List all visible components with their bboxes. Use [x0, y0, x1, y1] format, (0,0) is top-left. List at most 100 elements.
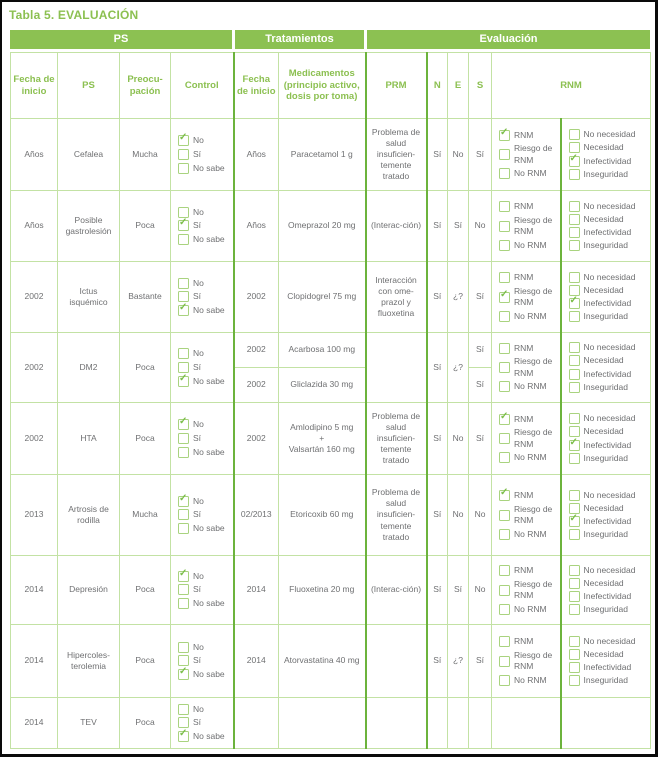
checkbox-list: ✓ RNM Riesgo de RNM No RNM [499, 487, 559, 540]
checkbox-option: RNM [499, 565, 559, 577]
checkbox-unchecked [499, 239, 510, 251]
checkbox-unchecked [178, 509, 189, 521]
checkbox-option: No RNM [499, 452, 559, 464]
cell-rnm-type: No necesidad Necesidad ✓ Inefectividad Inseg… [559, 474, 652, 556]
checkbox-option: No sabe [178, 523, 232, 535]
checkbox-option: No sabe [178, 598, 232, 610]
cell-rnm-status: RNM ✓ Riesgo de RNM No RNM [491, 261, 562, 333]
check-icon: ✓ [179, 728, 188, 740]
group-header-ps: PS [10, 30, 232, 49]
checkbox-unchecked [568, 311, 580, 323]
checkbox-option: No necesidad [568, 635, 650, 647]
cell-ps: Artrosis de rodilla [57, 474, 120, 556]
checkbox-option: ✓ No sabe [178, 728, 232, 743]
checkbox-list: RNM Riesgo de RNM No RNM [499, 636, 559, 686]
cell-e: No [447, 402, 469, 475]
checkbox-option: Necesidad [568, 426, 650, 438]
checkbox-unchecked [568, 227, 580, 239]
checkbox-label: RNM [514, 413, 534, 424]
checkbox-unchecked [568, 381, 580, 393]
checkbox-option: Sí [178, 509, 232, 521]
checkbox-list: No necesidad Necesidad Inefectividad Insegu… [568, 564, 650, 616]
checkbox-list: No necesidad Necesidad Inefectividad Insegu… [568, 201, 650, 252]
checkbox-unchecked [499, 168, 510, 180]
checkbox-unchecked [499, 342, 510, 354]
cell-n: Sí [426, 332, 448, 403]
checkbox-option: No [178, 642, 232, 653]
checkbox-unchecked [568, 452, 580, 464]
checkbox-option: Sí [178, 291, 232, 303]
cell-prm: (Interac-ción) [365, 555, 428, 625]
cell-rnm-status: RNM Riesgo de RNM No RNM [491, 624, 562, 698]
checkbox-unchecked [499, 220, 510, 232]
checkbox-label: Necesidad [583, 502, 624, 513]
checkbox-option: Necesidad [568, 502, 650, 514]
cell-rnm-type: No necesidad Necesidad Inefectividad Insegu… [559, 332, 652, 403]
checkbox-label: Sí [193, 717, 202, 728]
checkbox-option: Necesidad [568, 649, 650, 660]
checkbox-option: No necesidad [568, 489, 650, 501]
checkbox-option: No [178, 348, 232, 360]
cell-preocupacion: Bastante [119, 261, 171, 333]
cell-fecha-inicio-tratamiento: Años [233, 190, 279, 262]
checkbox-label: No RNM [514, 310, 547, 321]
checkbox-unchecked [568, 662, 580, 674]
checkbox-option: No [178, 278, 232, 289]
checkbox-label: Necesidad [583, 577, 624, 588]
cell-control: No Sí ✓ No sabe [170, 332, 235, 403]
cell-s: Sí [468, 402, 492, 475]
cell-rnm-type: No necesidad Necesidad ✓ Inefectividad Inseg… [559, 118, 652, 191]
cell-preocupacion: Poca [119, 332, 171, 403]
cell-rnm-status: ✓ RNM Riesgo de RNM No RNM [491, 402, 562, 475]
checkbox-option: No necesidad [568, 342, 650, 354]
col-header-e: E [447, 52, 469, 119]
checkbox-label: No [193, 703, 204, 714]
check-icon: ✓ [179, 567, 188, 579]
checkbox-option: ✓ RNM [499, 127, 559, 141]
checkbox-label: No necesidad [583, 489, 636, 500]
checkbox-list: ✓ No Sí No sabe [178, 493, 232, 535]
checkbox-unchecked [568, 564, 580, 576]
checkbox-unchecked [568, 129, 580, 141]
checkbox-option: Riesgo de RNM [499, 504, 559, 526]
checkbox-option: Necesidad [568, 355, 650, 367]
checkbox-label: Inefectividad [583, 439, 632, 450]
cell-rnm-status: RNM Riesgo de RNM No RNM [491, 555, 562, 625]
checkbox-unchecked [568, 168, 580, 180]
checkbox-label: Necesidad [583, 355, 624, 366]
checkbox-option: Riesgo de RNM [499, 215, 559, 237]
cell-fecha-inicio-ps: Años [10, 118, 58, 191]
checkbox-option: No sabe [178, 447, 232, 458]
checkbox-option: No necesidad [568, 564, 650, 576]
cell-fecha-inicio-ps: 2002 [10, 402, 58, 475]
cell-e: No [447, 118, 469, 191]
checkbox-option: Inefectividad [568, 227, 650, 239]
checkbox-checked: ✓ [568, 295, 580, 310]
checkbox-unchecked [568, 635, 580, 647]
cell-ps: Ictus isquémico [57, 261, 120, 333]
checkbox-label: No RNM [514, 452, 547, 463]
cell-n [426, 697, 448, 749]
checkbox-option: No sabe [178, 234, 232, 246]
checkbox-list: ✓ RNM Riesgo de RNM No RNM [499, 411, 559, 464]
checkbox-unchecked [568, 413, 580, 425]
checkbox-label: RNM [514, 129, 534, 140]
check-icon: ✓ [569, 152, 578, 164]
col-header-s: S [468, 52, 492, 119]
cell-fecha-inicio-tratamiento: 2014 [233, 624, 279, 698]
checkbox-list: RNM Riesgo de RNM No RNM [499, 342, 559, 393]
cell-rnm-type: No necesidad Necesidad ✓ Inefectividad Inseg… [559, 261, 652, 333]
cell-medicamento: Etoricoxib 60 mg [278, 474, 367, 556]
checkbox-option: ✓ No [178, 132, 232, 147]
page-title: Tabla 5. EVALUACIÓN [9, 8, 139, 22]
cell-preocupacion: Mucha [119, 474, 171, 556]
checkbox-option: Riesgo de RNM [499, 427, 559, 449]
cell-fecha-inicio-tratamiento: 2002 [233, 402, 279, 475]
checkbox-label: Riesgo de RNM [514, 285, 553, 307]
check-icon: ✓ [179, 666, 188, 678]
checkbox-list: No Sí ✓ No sabe [178, 703, 232, 743]
checkbox-option: Necesidad [568, 142, 650, 154]
cell-preocupacion: Poca [119, 697, 171, 749]
cell-prm [365, 624, 428, 698]
